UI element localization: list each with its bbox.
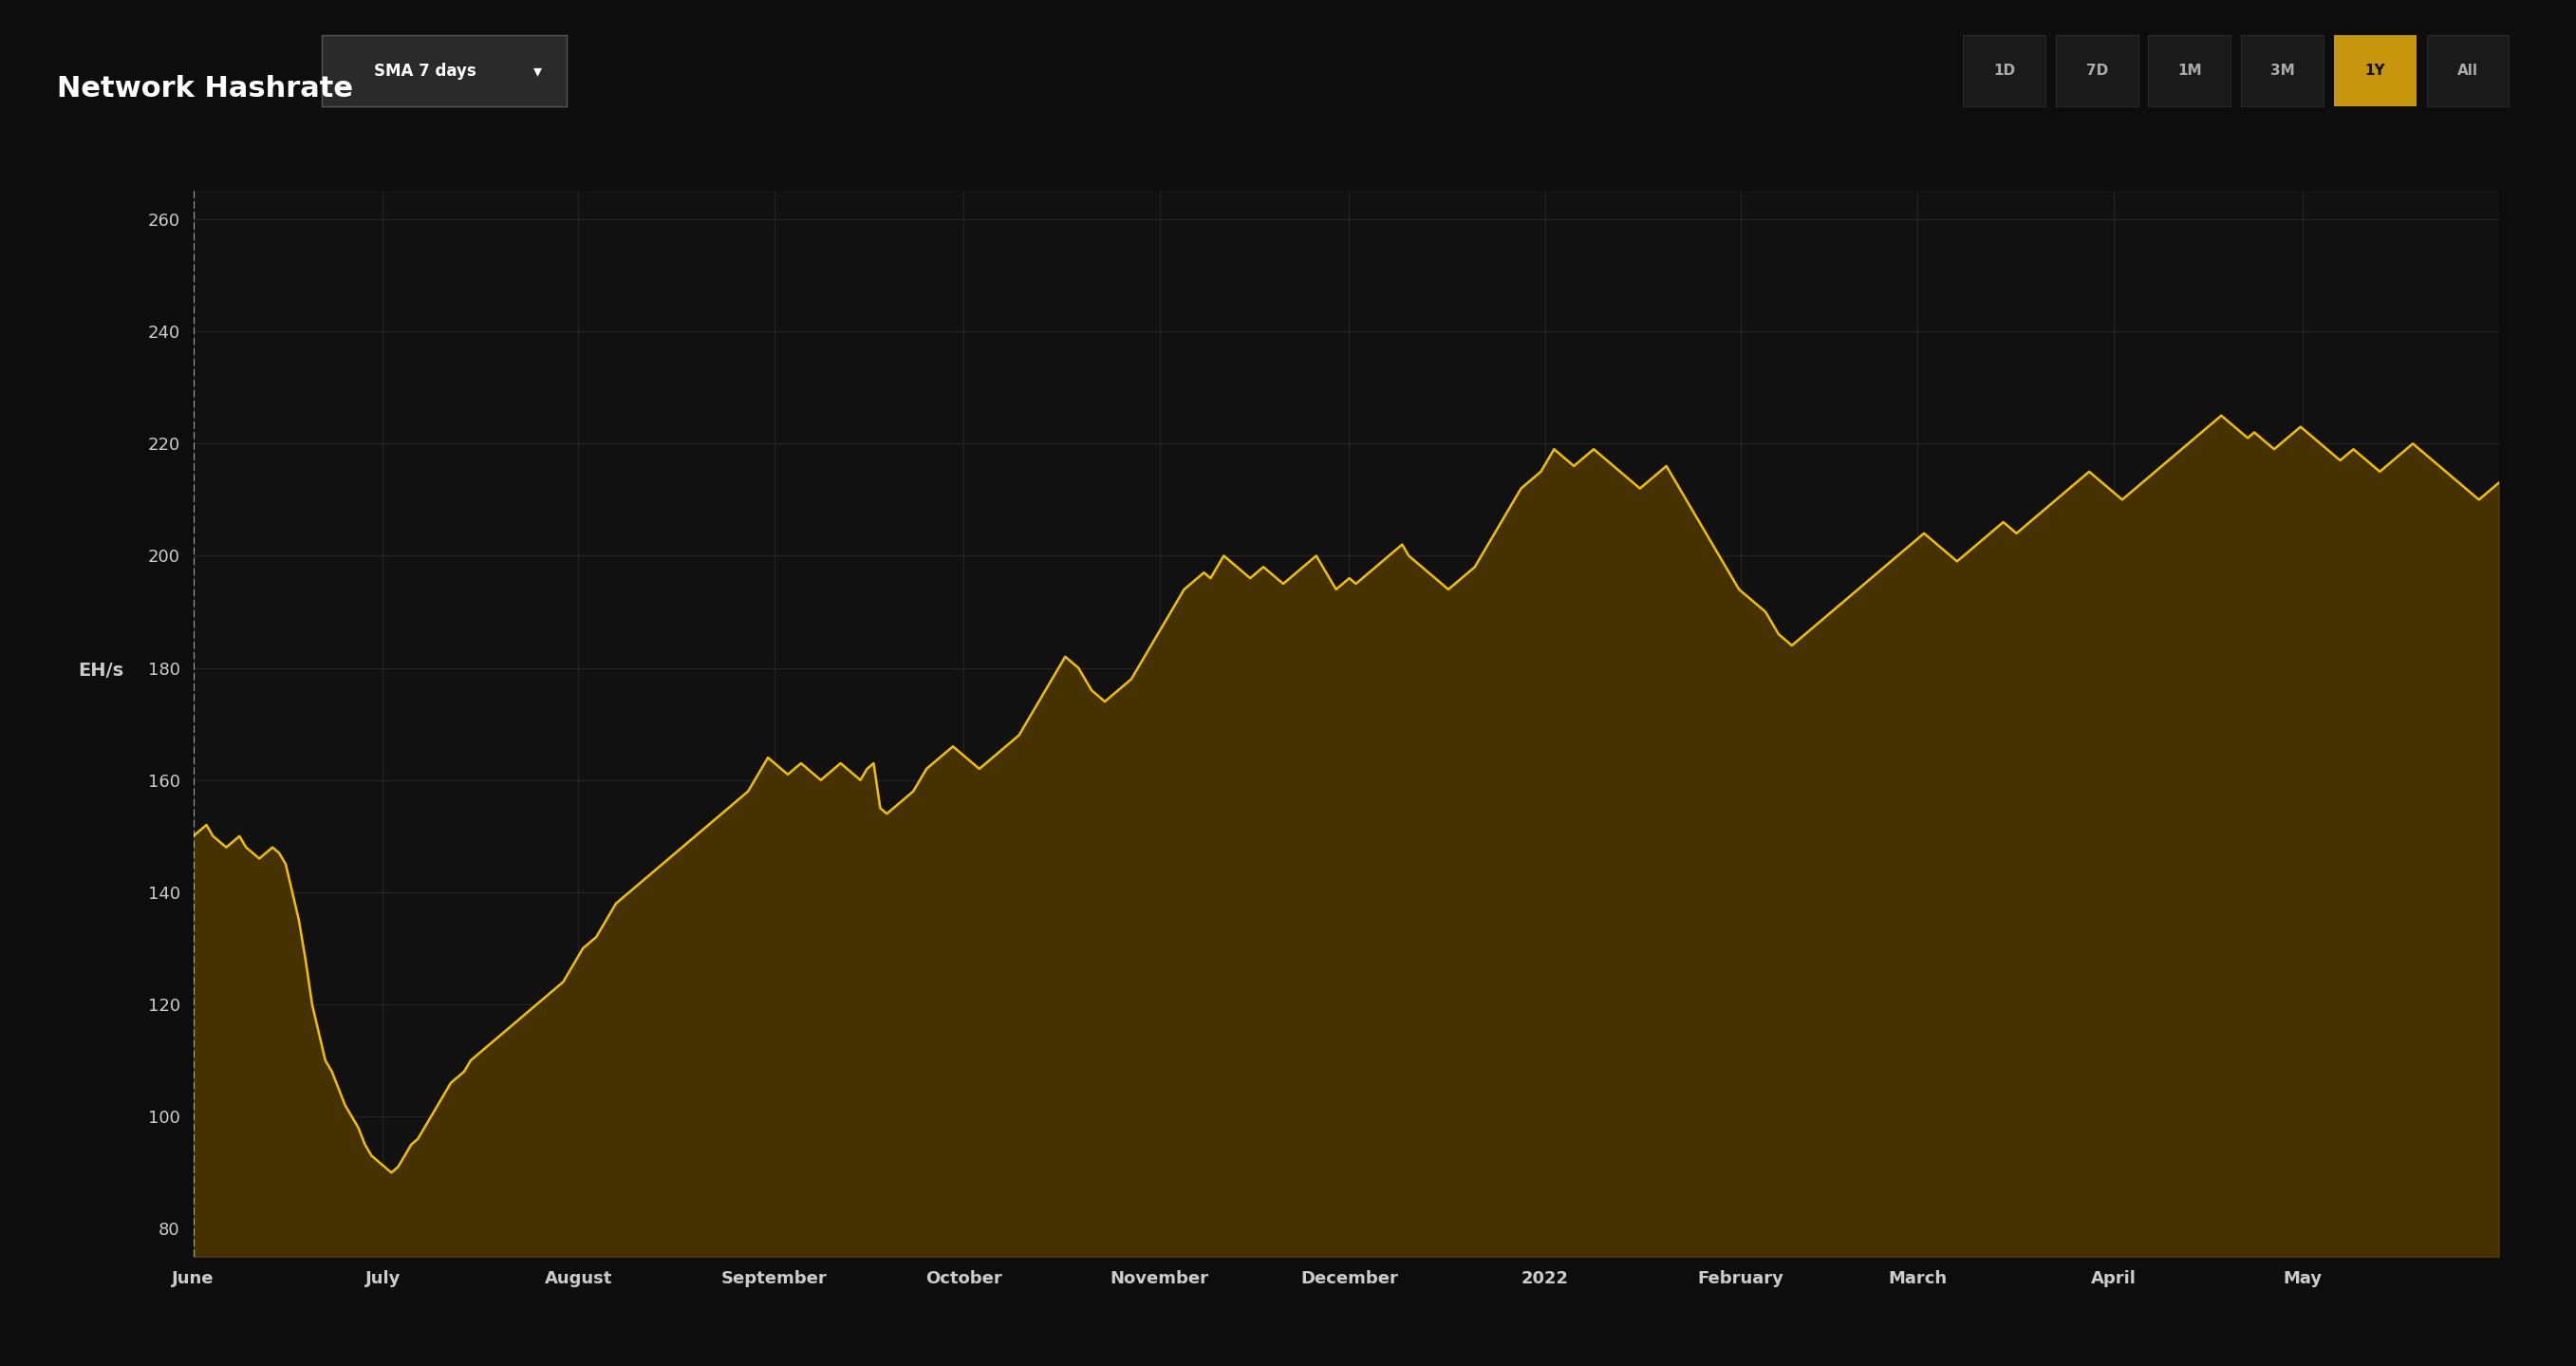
Text: All: All [2458, 64, 2478, 78]
Text: ▾: ▾ [533, 63, 541, 79]
Text: 7D: 7D [2087, 64, 2107, 78]
Text: 1D: 1D [1994, 64, 2014, 78]
Text: 3M: 3M [2269, 64, 2295, 78]
Text: 1M: 1M [2177, 64, 2202, 78]
Text: 1Y: 1Y [2365, 64, 2385, 78]
Y-axis label: EH/s: EH/s [77, 661, 124, 680]
Text: SMA 7 days: SMA 7 days [374, 63, 477, 79]
Text: Network Hashrate: Network Hashrate [57, 75, 353, 102]
